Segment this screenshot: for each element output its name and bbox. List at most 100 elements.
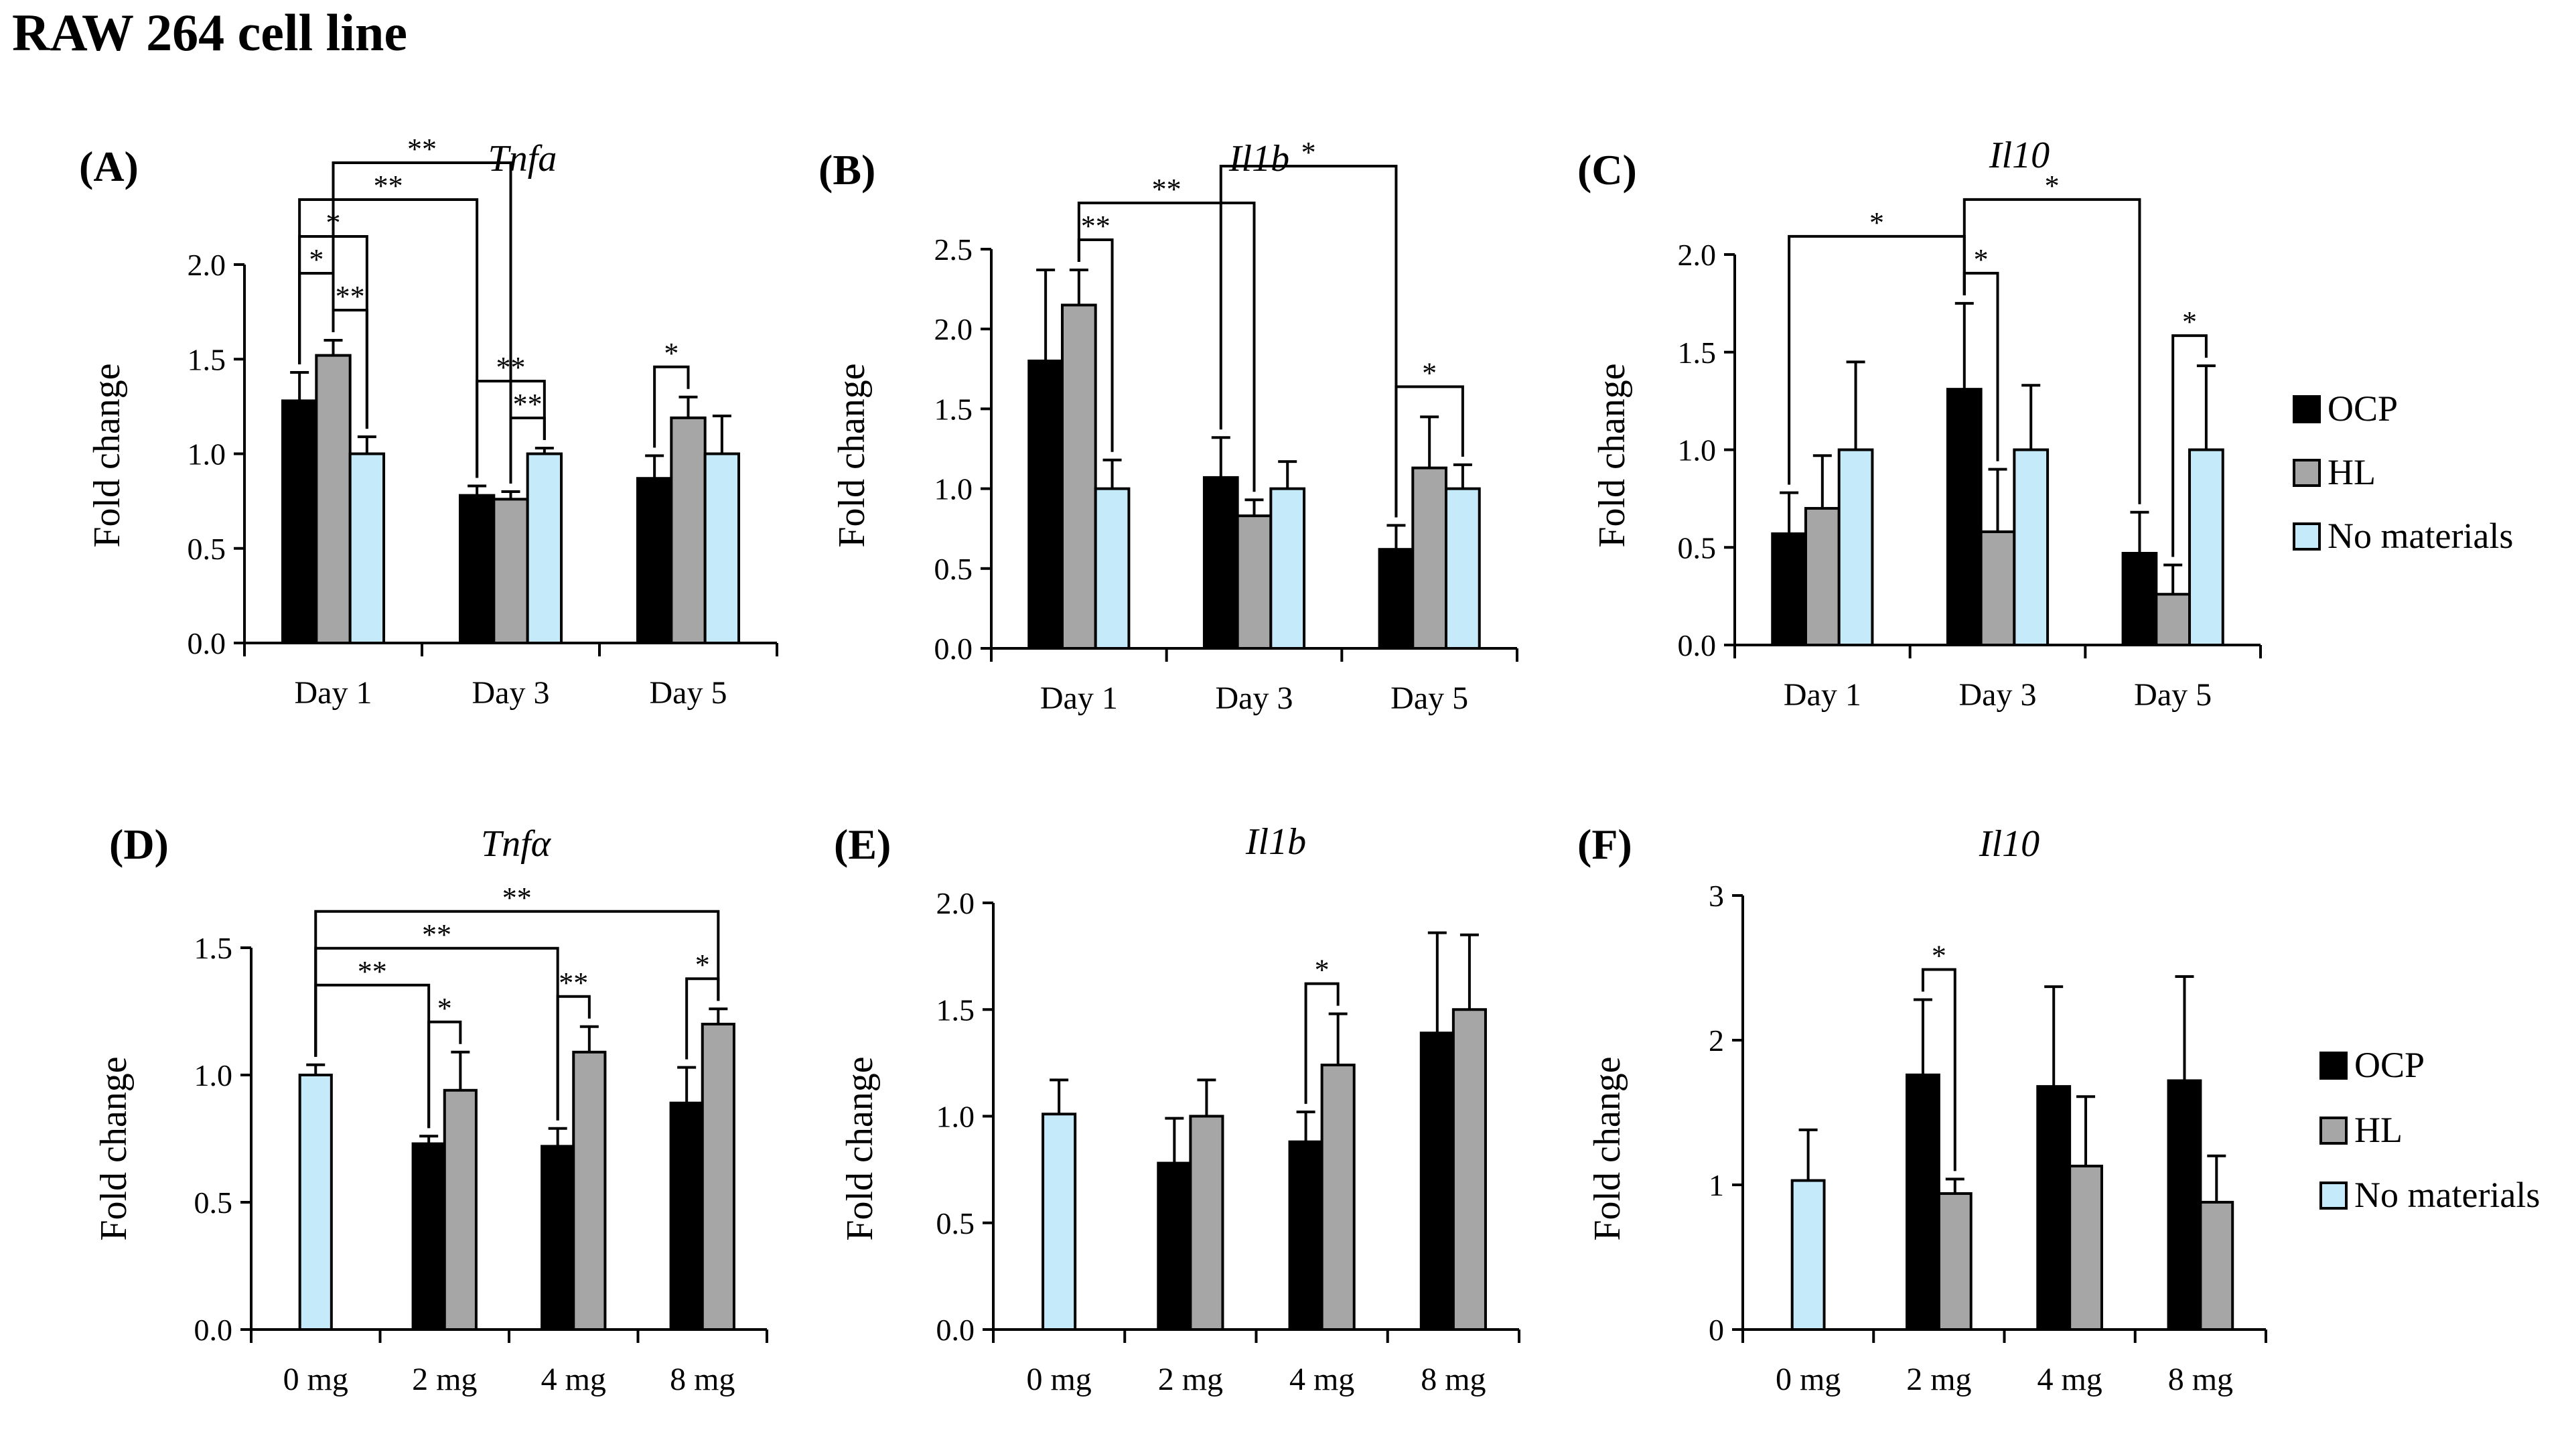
significance-label-b: ** — [1081, 210, 1111, 242]
bar-e-ocp — [1288, 1140, 1323, 1331]
legend-bottom: OCP HL No materials — [2319, 1045, 2540, 1215]
bar-a-no-materials — [703, 452, 741, 644]
significance-label-c: * — [1974, 243, 1989, 276]
bar-f-hl — [2199, 1200, 2234, 1332]
significance-label-d: * — [437, 992, 452, 1025]
bar-b-hl — [1411, 466, 1448, 650]
x-tick-label-e: 4 mg — [1289, 1362, 1354, 1397]
bar-c-hl — [1979, 530, 2016, 646]
panel-label-e: (E) — [834, 820, 891, 868]
x-tick-label-c: Day 3 — [1959, 677, 2037, 713]
legend-top: OCP HL No materials — [2293, 388, 2513, 556]
y-tick-label-f: 1 — [1709, 1168, 1724, 1202]
bar-a-hl — [670, 416, 707, 644]
x-tick-label-c: Day 1 — [1784, 677, 1861, 713]
chart-title-d: Tnfα — [481, 823, 552, 865]
legend-label-no-materials: No materials — [2328, 516, 2513, 556]
bar-d-no-materials — [298, 1074, 333, 1331]
bar-c-hl — [1804, 506, 1841, 647]
significance-bracket-a — [332, 161, 512, 484]
bar-e-hl — [1451, 1008, 1487, 1331]
chart-panel-d: (D) Tnfα 0.0 0.5 1.0 1.5 Fold change 0 mg 2 mg 4 … — [93, 820, 768, 1397]
chart-panel-a: (A) Tnfa 0.0 0.5 1.0 1.5 2.0 Fold change Day 1 Da… — [79, 133, 778, 711]
bar-e-hl — [1189, 1115, 1224, 1331]
y-tick-label-c: 1.0 — [1678, 433, 1717, 468]
significance-bracket-c — [1788, 234, 1966, 485]
significance-label-d: ** — [422, 918, 451, 951]
y-tick-label-f: 3 — [1709, 879, 1724, 913]
x-tick-label-b: Day 5 — [1390, 681, 1468, 716]
x-tick-label-d: 8 mg — [670, 1362, 735, 1397]
significance-bracket-c — [2171, 334, 2208, 557]
significance-label-b: * — [1422, 356, 1437, 389]
x-tick-label-d: 2 mg — [412, 1362, 477, 1397]
significance-label-d: ** — [502, 881, 532, 914]
bar-f-hl — [2068, 1164, 2103, 1332]
significance-label-f: * — [1932, 940, 1946, 973]
significance-bracket-f — [1921, 968, 1956, 1171]
y-tick-label-a: 1.5 — [188, 342, 226, 376]
y-tick-label-b: 1.0 — [934, 472, 973, 506]
bar-b-no-materials — [1445, 487, 1481, 650]
significance-bracket-a — [298, 272, 335, 365]
significance-label-a: ** — [513, 388, 543, 421]
legend-swatch-ocp — [2293, 395, 2321, 423]
bar-c-ocp — [2121, 551, 2158, 646]
bar-a-hl — [315, 354, 352, 644]
bar-c-ocp — [1771, 532, 1807, 646]
significance-bracket-b — [1077, 201, 1256, 492]
legend-label-ocp: OCP — [2328, 388, 2398, 429]
significance-label-b: * — [1301, 136, 1316, 169]
y-axis-label-f: Fold change — [1587, 1056, 1628, 1240]
bar-a-no-materials — [526, 452, 563, 644]
bar-b-hl — [1236, 514, 1273, 650]
bar-c-no-materials — [2013, 448, 2050, 646]
legend-label-hl: HL — [2354, 1110, 2403, 1150]
legend-swatch-hl — [2293, 459, 2321, 487]
y-tick-label-b: 2.0 — [934, 312, 973, 346]
y-tick-label-c: 0.0 — [1678, 628, 1717, 662]
y-tick-label-b: 2.5 — [934, 232, 973, 267]
significance-bracket-e — [1304, 982, 1340, 1104]
y-tick-label-a: 0.5 — [188, 532, 226, 566]
y-tick-label-e: 1.5 — [936, 993, 975, 1027]
significance-label-e: * — [1315, 954, 1330, 987]
bar-e-ocp — [1157, 1161, 1192, 1331]
legend-label-hl: HL — [2328, 452, 2376, 492]
legend-label-ocp: OCP — [2354, 1045, 2425, 1085]
panel-label-a: (A) — [79, 143, 139, 190]
page-title: RAW 264 cell line — [12, 3, 408, 62]
y-tick-label-f: 2 — [1709, 1023, 1724, 1058]
bar-c-no-materials — [2188, 448, 2224, 646]
x-tick-label-a: Day 3 — [472, 675, 550, 711]
significance-label-d: * — [695, 948, 710, 981]
bar-b-ocp — [1202, 476, 1239, 650]
bar-d-hl — [572, 1050, 607, 1332]
significance-label-a: ** — [374, 169, 403, 202]
chart-title-f: Il10 — [1979, 823, 2040, 865]
bar-b-no-materials — [1094, 487, 1131, 650]
significance-label-c: * — [1869, 206, 1884, 239]
y-axis-label-b: Fold change — [831, 363, 873, 547]
bar-c-hl — [2155, 593, 2192, 647]
significance-label-a: * — [664, 337, 678, 370]
y-tick-label-d: 0.5 — [194, 1186, 233, 1220]
y-tick-label-b: 0.5 — [934, 552, 973, 586]
chart-panel-e: (E) Il1b 0.0 0.5 1.0 1.5 2.0 Fold change 0 mg 2 m… — [834, 820, 1520, 1397]
x-tick-label-f: 4 mg — [2037, 1362, 2102, 1397]
panel-label-b: (B) — [818, 146, 875, 194]
x-tick-label-e: 8 mg — [1421, 1362, 1486, 1397]
bar-b-ocp — [1027, 359, 1064, 650]
significance-bracket-a — [653, 365, 690, 448]
bar-f-hl — [1937, 1192, 1973, 1331]
y-tick-label-a: 1.0 — [188, 437, 226, 472]
significance-bracket-b — [1219, 164, 1398, 518]
chart-title-e: Il1b — [1245, 821, 1306, 863]
x-tick-label-e: 2 mg — [1158, 1362, 1223, 1397]
y-tick-label-d: 1.5 — [194, 931, 233, 965]
x-tick-label-d: 0 mg — [283, 1362, 348, 1397]
y-tick-label-c: 0.5 — [1678, 530, 1717, 565]
legend-swatch-hl — [2319, 1117, 2348, 1145]
bar-d-hl — [701, 1023, 735, 1331]
